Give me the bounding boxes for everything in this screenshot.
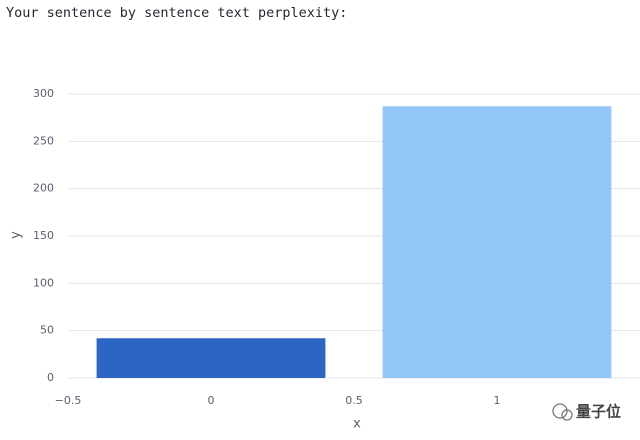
x-tick-label: 0.5 <box>345 394 363 407</box>
x-tick-label: −0.5 <box>55 394 82 407</box>
x-axis-label: x <box>353 417 361 432</box>
y-tick-label: 100 <box>33 276 54 289</box>
y-tick-label: 250 <box>33 134 54 147</box>
y-tick-label: 200 <box>33 182 54 195</box>
y-tick-label: 0 <box>47 371 54 384</box>
bar <box>96 338 326 378</box>
y-tick-label: 50 <box>40 324 54 337</box>
page-title: Your sentence by sentence text perplexit… <box>6 5 347 21</box>
bar <box>382 106 612 378</box>
x-tick-label: 1 <box>494 394 501 407</box>
watermark: 量子位 <box>576 403 621 421</box>
x-tick-label: 0 <box>208 394 215 407</box>
y-tick-label: 150 <box>33 229 54 242</box>
y-tick-label: 300 <box>33 87 54 100</box>
y-axis-label: y <box>9 231 24 239</box>
watermark-icon <box>552 403 573 421</box>
